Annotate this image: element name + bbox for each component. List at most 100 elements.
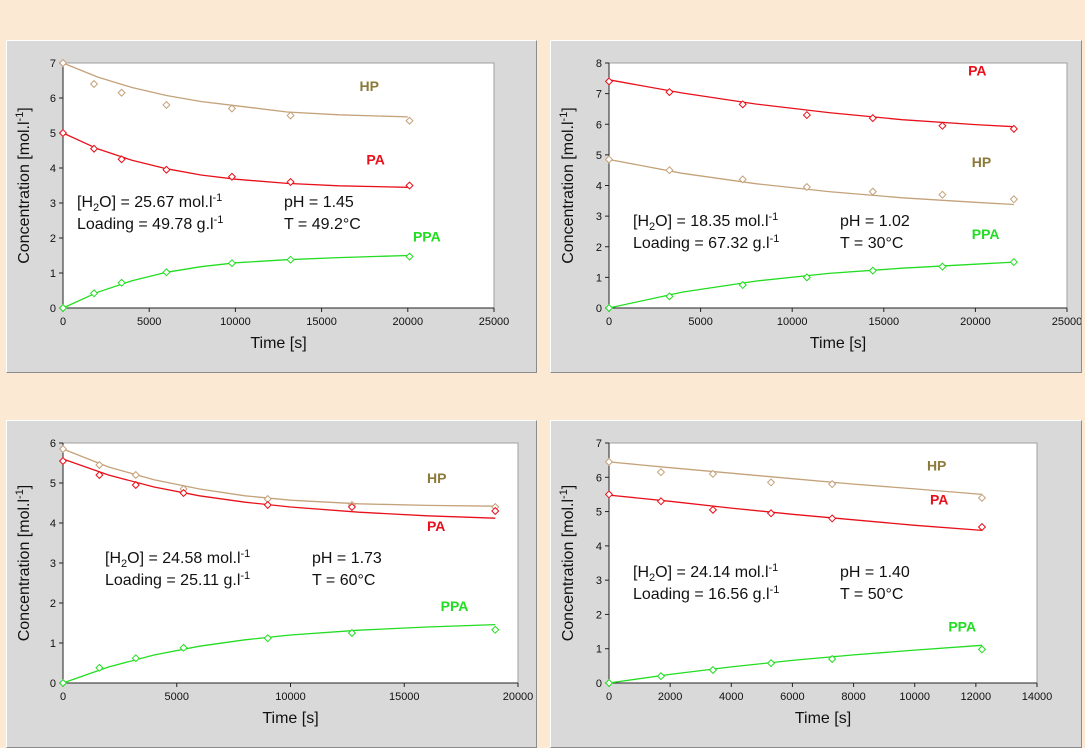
x-tick-label: 2000	[658, 691, 682, 703]
data-point-ppa	[802, 273, 811, 282]
data-point-pa	[117, 155, 126, 164]
data-point-pa	[95, 470, 104, 480]
data-point-pa	[263, 500, 272, 510]
data-point-ppa	[738, 280, 747, 290]
data-point-ppa	[58, 303, 68, 313]
fit-line-pa	[608, 79, 1014, 128]
x-tick-label: 10000	[899, 691, 930, 703]
fit-line-hp	[62, 62, 408, 118]
data-point-pa	[58, 456, 68, 466]
series-label-hp: HP	[972, 154, 991, 170]
data-point-ppa	[1009, 257, 1018, 267]
y-tick-label: 1	[50, 638, 56, 650]
data-point-ppa	[665, 292, 674, 301]
y-tick-label: 3	[596, 575, 602, 587]
data-point-pa	[347, 502, 357, 512]
x-tick-label: 20000	[960, 316, 991, 328]
data-point-hp	[405, 116, 414, 125]
data-point-hp	[162, 100, 171, 110]
data-point-ppa	[58, 678, 68, 688]
data-point-hp	[604, 155, 614, 164]
data-point-ppa	[938, 262, 947, 271]
x-tick-label: 25000	[479, 316, 510, 328]
y-tick-label: 2	[50, 598, 56, 610]
fit-line-pa	[62, 132, 408, 188]
data-point-ppa	[708, 665, 718, 675]
annotation-loading-temp: Loading = 49.78 g.l-1 T = 49.2°C	[77, 214, 361, 233]
data-point-ppa	[347, 628, 357, 638]
series-label-ppa: PPA	[972, 226, 1000, 242]
y-tick-label: 7	[596, 89, 602, 101]
y-tick-label: 0	[50, 678, 56, 690]
data-point-ppa	[286, 255, 295, 264]
data-point-hp	[286, 111, 295, 120]
data-point-hp	[766, 478, 776, 487]
y-axis-title: Concentration [mol.l-1]	[14, 485, 33, 642]
fit-line-hp	[62, 448, 496, 507]
y-tick-label: 4	[50, 518, 56, 530]
y-tick-label: 3	[50, 198, 56, 210]
y-tick-label: 5	[50, 128, 56, 140]
data-point-pa	[604, 490, 614, 499]
x-tick-label: 10000	[275, 691, 306, 703]
y-tick-label: 4	[596, 181, 602, 193]
y-tick-label: 0	[596, 303, 602, 315]
fit-line-ppa	[608, 261, 1014, 309]
chart-svg: 0 1 2 3 4 5 6 7 0 2000 4000 6000 8000 10000 12000 14000…	[558, 438, 1052, 727]
data-point-ppa	[162, 268, 171, 277]
chart-panel-bottom-right: 0 1 2 3 4 5 6 7 0 2000 4000 6000 8000 10000 12000 14000…	[550, 420, 1082, 748]
x-tick-label: 4000	[719, 691, 743, 703]
data-point-hp	[604, 457, 614, 466]
data-point-hp	[938, 190, 947, 199]
data-point-ppa	[766, 659, 776, 668]
y-axis-title: Concentration [mol.l-1]	[558, 485, 577, 642]
x-tick-label: 20000	[503, 691, 534, 703]
data-point-hp	[665, 166, 674, 175]
data-point-hp	[58, 58, 68, 68]
annotation-water-ph: [H2O] = 18.35 mol.l-1 pH = 1.02	[633, 211, 910, 233]
x-tick-label: 8000	[841, 691, 865, 703]
data-point-hp	[738, 175, 747, 184]
data-point-pa	[708, 505, 718, 514]
data-point-pa	[938, 121, 947, 130]
data-point-ppa	[131, 654, 140, 663]
series-label-pa: PA	[930, 492, 948, 508]
y-axis-title: Concentration [mol.l-1]	[558, 107, 577, 264]
data-point-pa	[868, 114, 877, 123]
data-point-pa	[286, 177, 295, 187]
data-point-pa	[89, 144, 99, 153]
data-point-hp	[828, 480, 837, 489]
x-tick-label: 12000	[961, 691, 992, 703]
y-tick-label: 5	[596, 507, 602, 519]
y-tick-label: 1	[596, 272, 602, 284]
x-tick-label: 0	[60, 691, 66, 703]
data-point-pa	[405, 181, 414, 190]
data-point-pa	[828, 514, 837, 523]
data-point-hp	[708, 469, 718, 478]
series-label-ppa: PPA	[441, 598, 469, 614]
fit-line-pa	[62, 458, 496, 519]
annotation-loading-temp: Loading = 25.11 g.l-1 T = 60°C	[105, 570, 375, 589]
data-point-ppa	[263, 634, 272, 643]
x-tick-label: 6000	[780, 691, 804, 703]
data-point-pa	[179, 488, 188, 498]
chart-panel-bottom-left: 0 1 2 3 4 5 6 0 5000 10000 15000 20000 Time [s] Conce…	[6, 420, 537, 748]
y-tick-label: 0	[50, 303, 56, 315]
data-point-hp	[802, 182, 811, 192]
x-tick-label: 5000	[688, 316, 712, 328]
data-point-ppa	[656, 672, 666, 681]
x-tick-label: 0	[60, 316, 66, 328]
data-point-ppa	[117, 278, 126, 287]
series-label-pa: PA	[366, 152, 384, 168]
y-tick-label: 2	[596, 242, 602, 254]
x-tick-label: 0	[606, 316, 612, 328]
y-tick-label: 0	[596, 678, 602, 690]
data-point-hp	[868, 187, 877, 196]
fit-line-hp	[608, 158, 1014, 206]
plot-area	[608, 62, 1068, 309]
series-label-hp: HP	[427, 470, 446, 486]
x-axis-title: Time [s]	[250, 335, 306, 352]
annotation-loading-temp: Loading = 16.56 g.l-1 T = 50°C	[633, 584, 903, 603]
data-point-hp	[58, 444, 68, 454]
data-point-ppa	[491, 625, 500, 634]
